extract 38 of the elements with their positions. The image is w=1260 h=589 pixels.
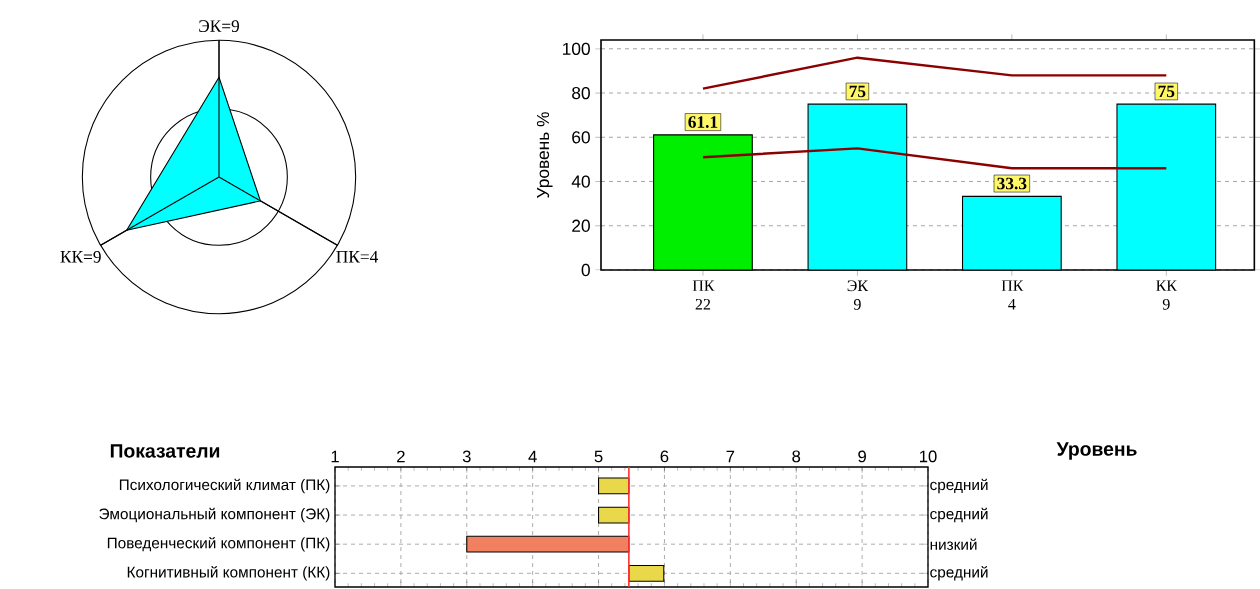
x-tick-label: 3 bbox=[462, 450, 471, 463]
y-tick-label: 20 bbox=[572, 219, 590, 232]
spoke-label: ПК=4 bbox=[336, 250, 379, 263]
x-tick-label: 5 bbox=[594, 450, 603, 463]
x-tick-label: КК 9 bbox=[1156, 280, 1178, 310]
data-label: 33.3 bbox=[997, 177, 1027, 190]
y-tick-label: 60 bbox=[572, 131, 590, 144]
data-label: 75 bbox=[849, 85, 866, 98]
y-tick-label: Эмоциональный компонент (ЭК) bbox=[99, 507, 330, 523]
y2-axis-title: Уровень bbox=[1056, 442, 1137, 460]
x-tick-label: 7 bbox=[726, 450, 735, 463]
x-tick-label: ПК 22 bbox=[692, 280, 715, 310]
y-axis-title: Показатели bbox=[110, 444, 220, 458]
x-tick-label: 9 bbox=[858, 450, 866, 463]
x-tick-label: ПК 4 bbox=[1001, 280, 1024, 310]
x-tick-label: 4 bbox=[528, 450, 537, 463]
y2-tick-label: средний bbox=[930, 566, 988, 581]
x-tick-label: ЭК 9 bbox=[847, 280, 869, 310]
y-tick-label: 100 bbox=[563, 42, 590, 55]
y2-tick-label: средний bbox=[930, 478, 988, 494]
y2-tick-label: низкий bbox=[930, 538, 977, 550]
spoke-label: ЭК=9 bbox=[199, 20, 239, 32]
y-tick-label: Поведенческий компонент (ПК) bbox=[107, 536, 330, 552]
x-tick-label: 10 bbox=[920, 450, 937, 463]
y-tick-label: 80 bbox=[572, 86, 590, 100]
data-label: 61.1 bbox=[688, 116, 718, 128]
y-tick-label: Когнитивный компонент (КК) bbox=[127, 566, 330, 581]
y-tick-label: 40 bbox=[571, 175, 590, 188]
spoke-label: КК=9 bbox=[60, 250, 101, 263]
y-tick-label: Психологический климат (ПК) bbox=[119, 478, 330, 494]
x-tick-label: 6 bbox=[660, 450, 669, 463]
x-tick-label: 1 bbox=[331, 450, 339, 463]
y-axis-title: Уровень % bbox=[536, 112, 553, 199]
x-tick-label: 2 bbox=[397, 450, 405, 463]
y-tick-label: 0 bbox=[581, 263, 590, 277]
y2-tick-label: средний bbox=[930, 507, 988, 523]
data-label: 75 bbox=[1158, 85, 1175, 98]
x-tick-label: 8 bbox=[792, 450, 801, 463]
